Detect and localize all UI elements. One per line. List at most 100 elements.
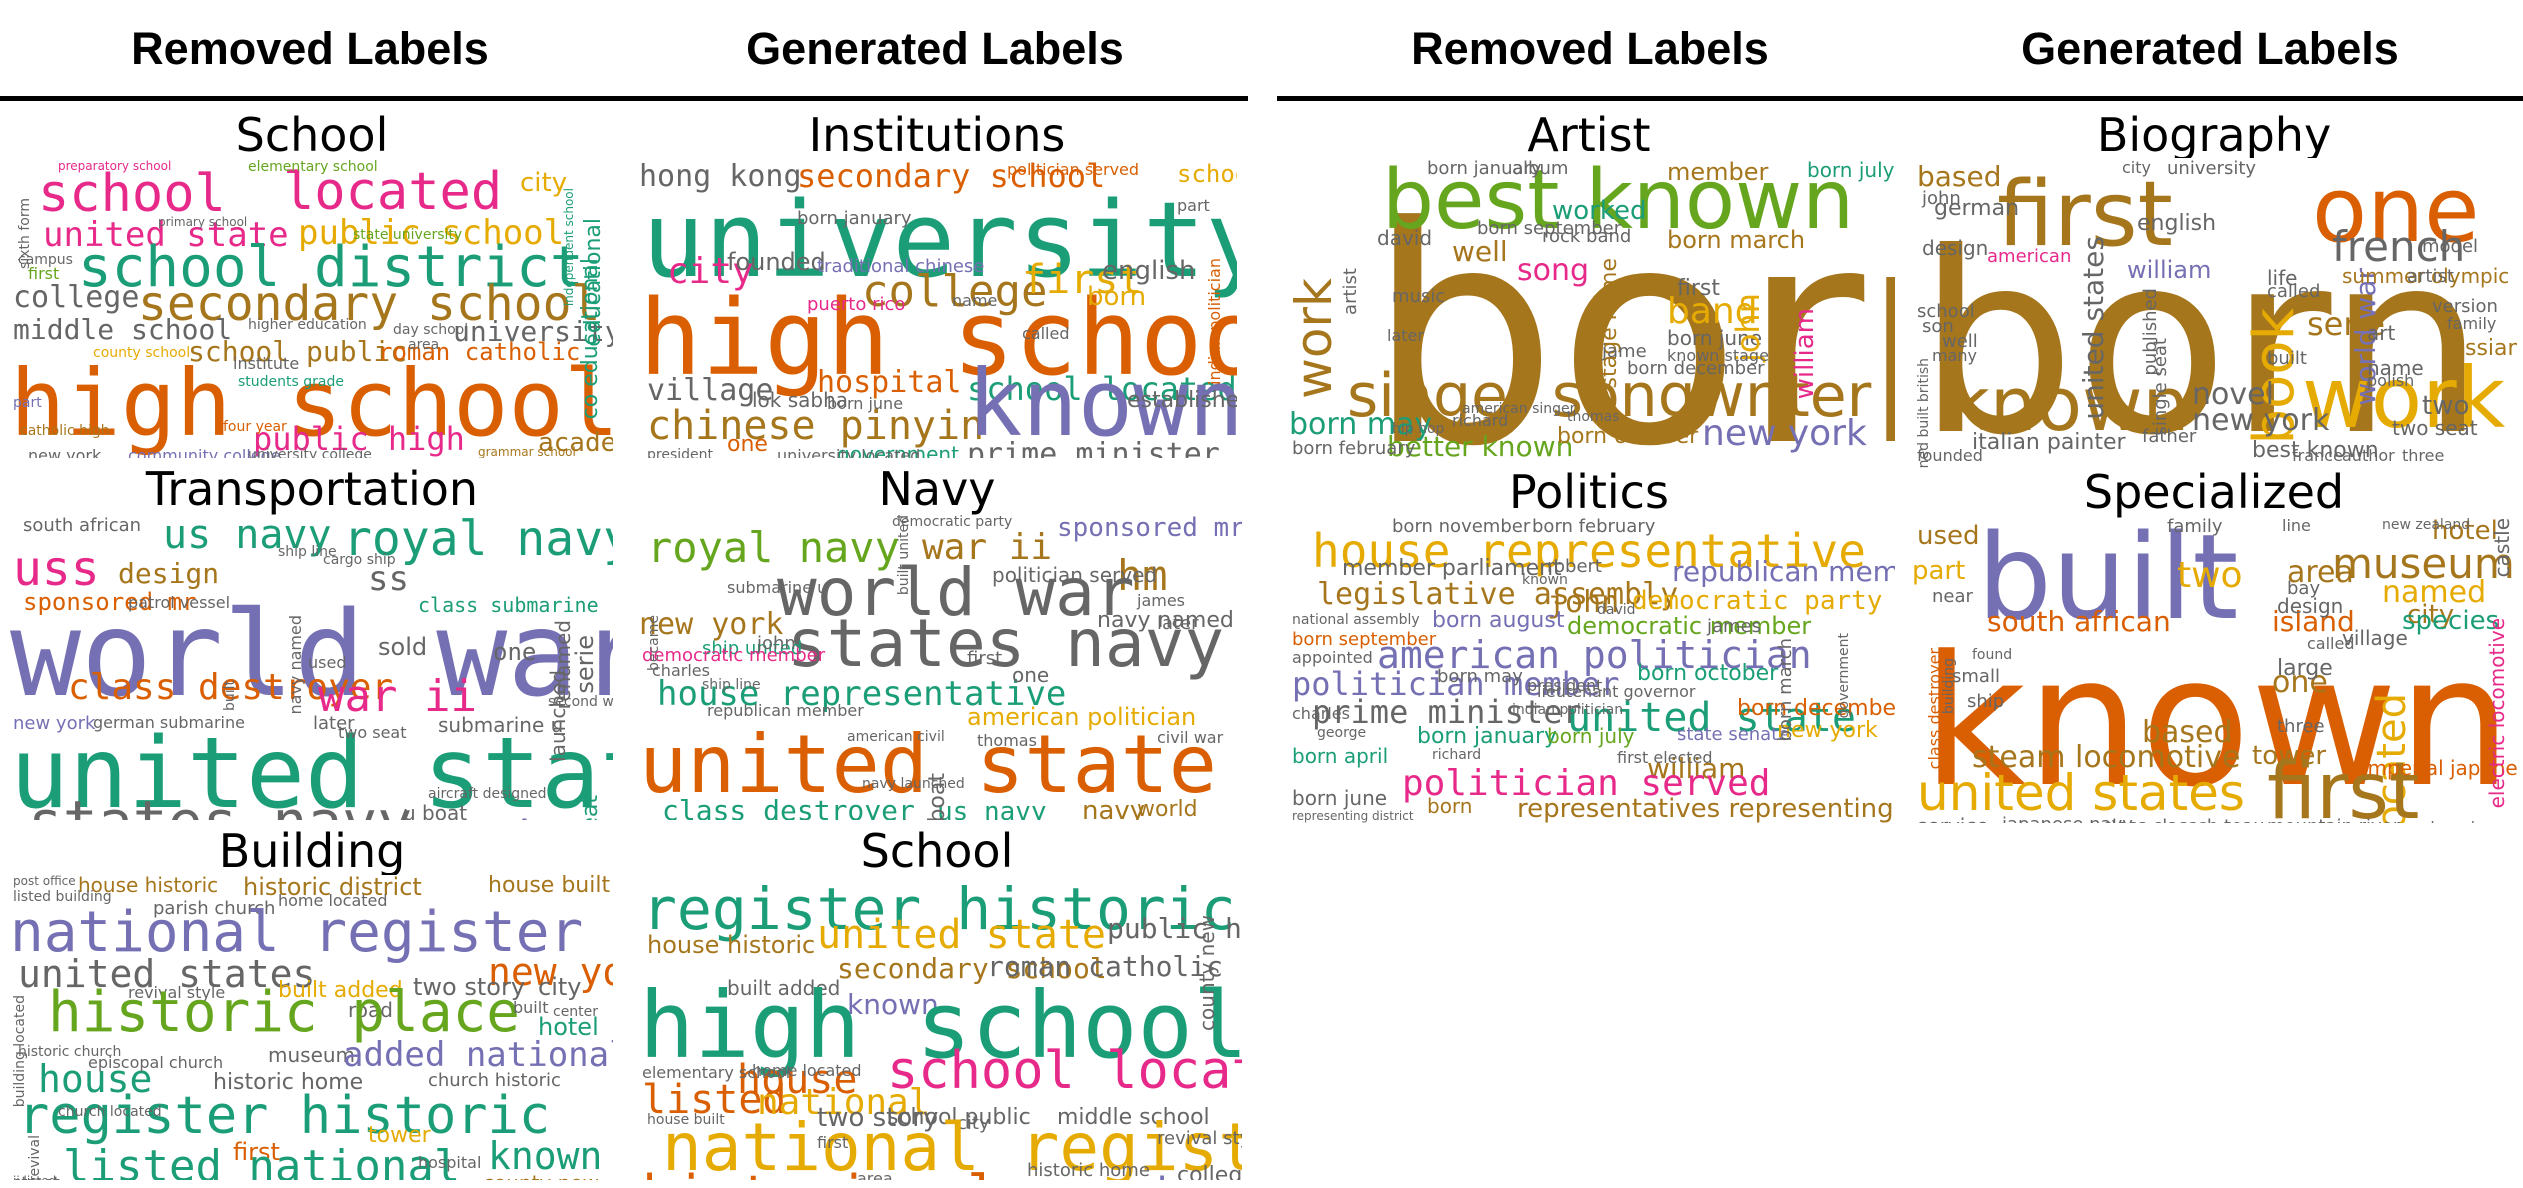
cloud-word: born june	[1667, 326, 1763, 350]
cloud-word: home located	[752, 1061, 862, 1080]
cloud-word: united state	[1567, 695, 1856, 741]
cloud-word: one	[493, 638, 537, 666]
cloud-word: appointed	[1292, 648, 1373, 667]
cloud-word: ship line	[278, 544, 337, 560]
navy-generated-title: Navy	[878, 462, 996, 516]
institutions-generated-title: Institutions	[808, 108, 1066, 162]
right-divider-rule	[1277, 96, 2523, 101]
cloud-word: name	[2367, 356, 2424, 380]
cloud-word: two seat	[338, 723, 407, 742]
cloud-word: class destroyer	[662, 794, 915, 821]
cloud-word: born february	[1292, 438, 1416, 459]
cloud-word: part	[1912, 556, 1966, 586]
cloud-word: hospital	[817, 365, 962, 400]
cloud-word: family	[2167, 518, 2223, 537]
cloud-word: art	[2367, 321, 2396, 345]
cloud-word: many	[1932, 346, 1977, 365]
cloud-word: ss	[368, 559, 409, 599]
cloud-word: south african	[23, 515, 142, 536]
cloud-word: university	[642, 179, 1237, 301]
cloud-word: david	[1597, 602, 1636, 618]
navy-generated-word-cloud: royal navy war ii sponsored mr hm world war n…	[637, 515, 1242, 820]
cloud-word: band	[1667, 291, 1758, 332]
cloud-word: community college	[128, 446, 281, 459]
cloud-word: school located	[967, 370, 1237, 408]
cloud-word: well	[1452, 235, 1508, 268]
cloud-word: cargo ship	[323, 552, 396, 568]
cloud-word: state university	[353, 227, 463, 243]
school-removed-title: School	[235, 108, 389, 162]
cloud-word: born march	[1667, 226, 1806, 254]
cloud-word: born june	[1292, 786, 1388, 810]
artist-removed-title: Artist	[1527, 108, 1651, 162]
cloud-word: post office	[13, 875, 76, 888]
cloud-word: two	[2422, 391, 2470, 421]
cloud-word: world	[1137, 797, 1198, 821]
cloud-word: prime minister	[967, 437, 1220, 459]
cloud-word: house built	[488, 875, 611, 898]
cloud-word: indian politician	[1512, 702, 1624, 718]
cloud-word: new york	[987, 1173, 1180, 1180]
cloud-word: species	[2402, 606, 2500, 636]
cloud-word: museum	[2332, 539, 2515, 588]
biography-generated-title: Biography	[2096, 108, 2332, 162]
cloud-word: built	[2267, 348, 2307, 369]
cloud-word: born january	[1417, 724, 1558, 749]
cloud-word: democratic member	[642, 645, 826, 666]
cloud-word: artist	[1340, 268, 1361, 315]
cloud-word: area	[2287, 555, 2354, 590]
cloud-word: two	[2177, 555, 2243, 596]
cloud-word: imperial japanese	[2362, 756, 2517, 780]
cloud-word: one	[2312, 158, 2480, 263]
cloud-word: author	[2342, 446, 2395, 465]
cloud-word: states navy	[28, 793, 412, 820]
cloud-word: secondary school	[837, 952, 1107, 985]
cloud-word: representatives representing	[722, 819, 925, 820]
cloud-word: u boat	[403, 801, 468, 820]
cloud-word: david	[1377, 226, 1433, 250]
cloud-word: tower	[2252, 741, 2327, 771]
cloud-word: castle	[2490, 518, 2514, 578]
cloud-word: worked	[1552, 196, 1647, 226]
cloud-word: version	[2432, 296, 2498, 317]
cloud-word: republican member	[707, 701, 864, 720]
cloud-word: small	[1952, 666, 2000, 687]
cloud-word: used	[1917, 521, 1980, 551]
cloud-word: historic place	[642, 1169, 1097, 1181]
cloud-word: church located	[58, 1104, 162, 1120]
cloud-word: street	[13, 1175, 60, 1181]
right-generated-header: Generated Labels	[2021, 23, 2399, 74]
cloud-word: navy	[1082, 796, 1146, 820]
cloud-word: four year	[223, 419, 287, 435]
cloud-word: ii listed	[13, 1175, 56, 1180]
cloud-word: prime minister	[1312, 693, 1582, 731]
cloud-word: public high	[253, 420, 465, 458]
cloud-word: hm	[1117, 551, 1168, 600]
cloud-word: lieutenant governor	[1537, 682, 1696, 701]
cloud-word: national	[757, 1082, 931, 1123]
cloud-word: known stage	[1667, 346, 1769, 365]
cloud-word: co educational	[578, 258, 603, 420]
politics-removed-title: Politics	[1509, 465, 1669, 519]
cloud-word: german submarine	[93, 713, 245, 732]
cloud-word: revival style	[128, 983, 226, 1002]
cloud-word: novel	[2192, 377, 2274, 412]
cloud-word: preparatory school	[58, 159, 172, 173]
cloud-word: city	[538, 973, 582, 1001]
cloud-word: us navy	[937, 797, 1047, 820]
cloud-word: artist	[2407, 266, 2454, 287]
cloud-word: thomas	[1567, 409, 1620, 425]
cloud-word: national register	[662, 1109, 1242, 1181]
cloud-word: royal navy	[647, 523, 900, 572]
cloud-word: built united	[896, 515, 912, 596]
cloud-word: design	[2277, 594, 2344, 618]
cloud-word: john	[1547, 585, 1620, 620]
cloud-word: built added	[278, 978, 403, 1003]
cloud-word: american civil	[847, 729, 945, 745]
cloud-word: work	[2302, 349, 2506, 447]
cloud-word: indian politician	[1205, 258, 1224, 385]
cloud-word: house built	[647, 1112, 725, 1128]
cloud-word: government	[837, 442, 959, 458]
cloud-word: city	[2407, 600, 2455, 630]
cloud-word: city	[2122, 158, 2151, 177]
